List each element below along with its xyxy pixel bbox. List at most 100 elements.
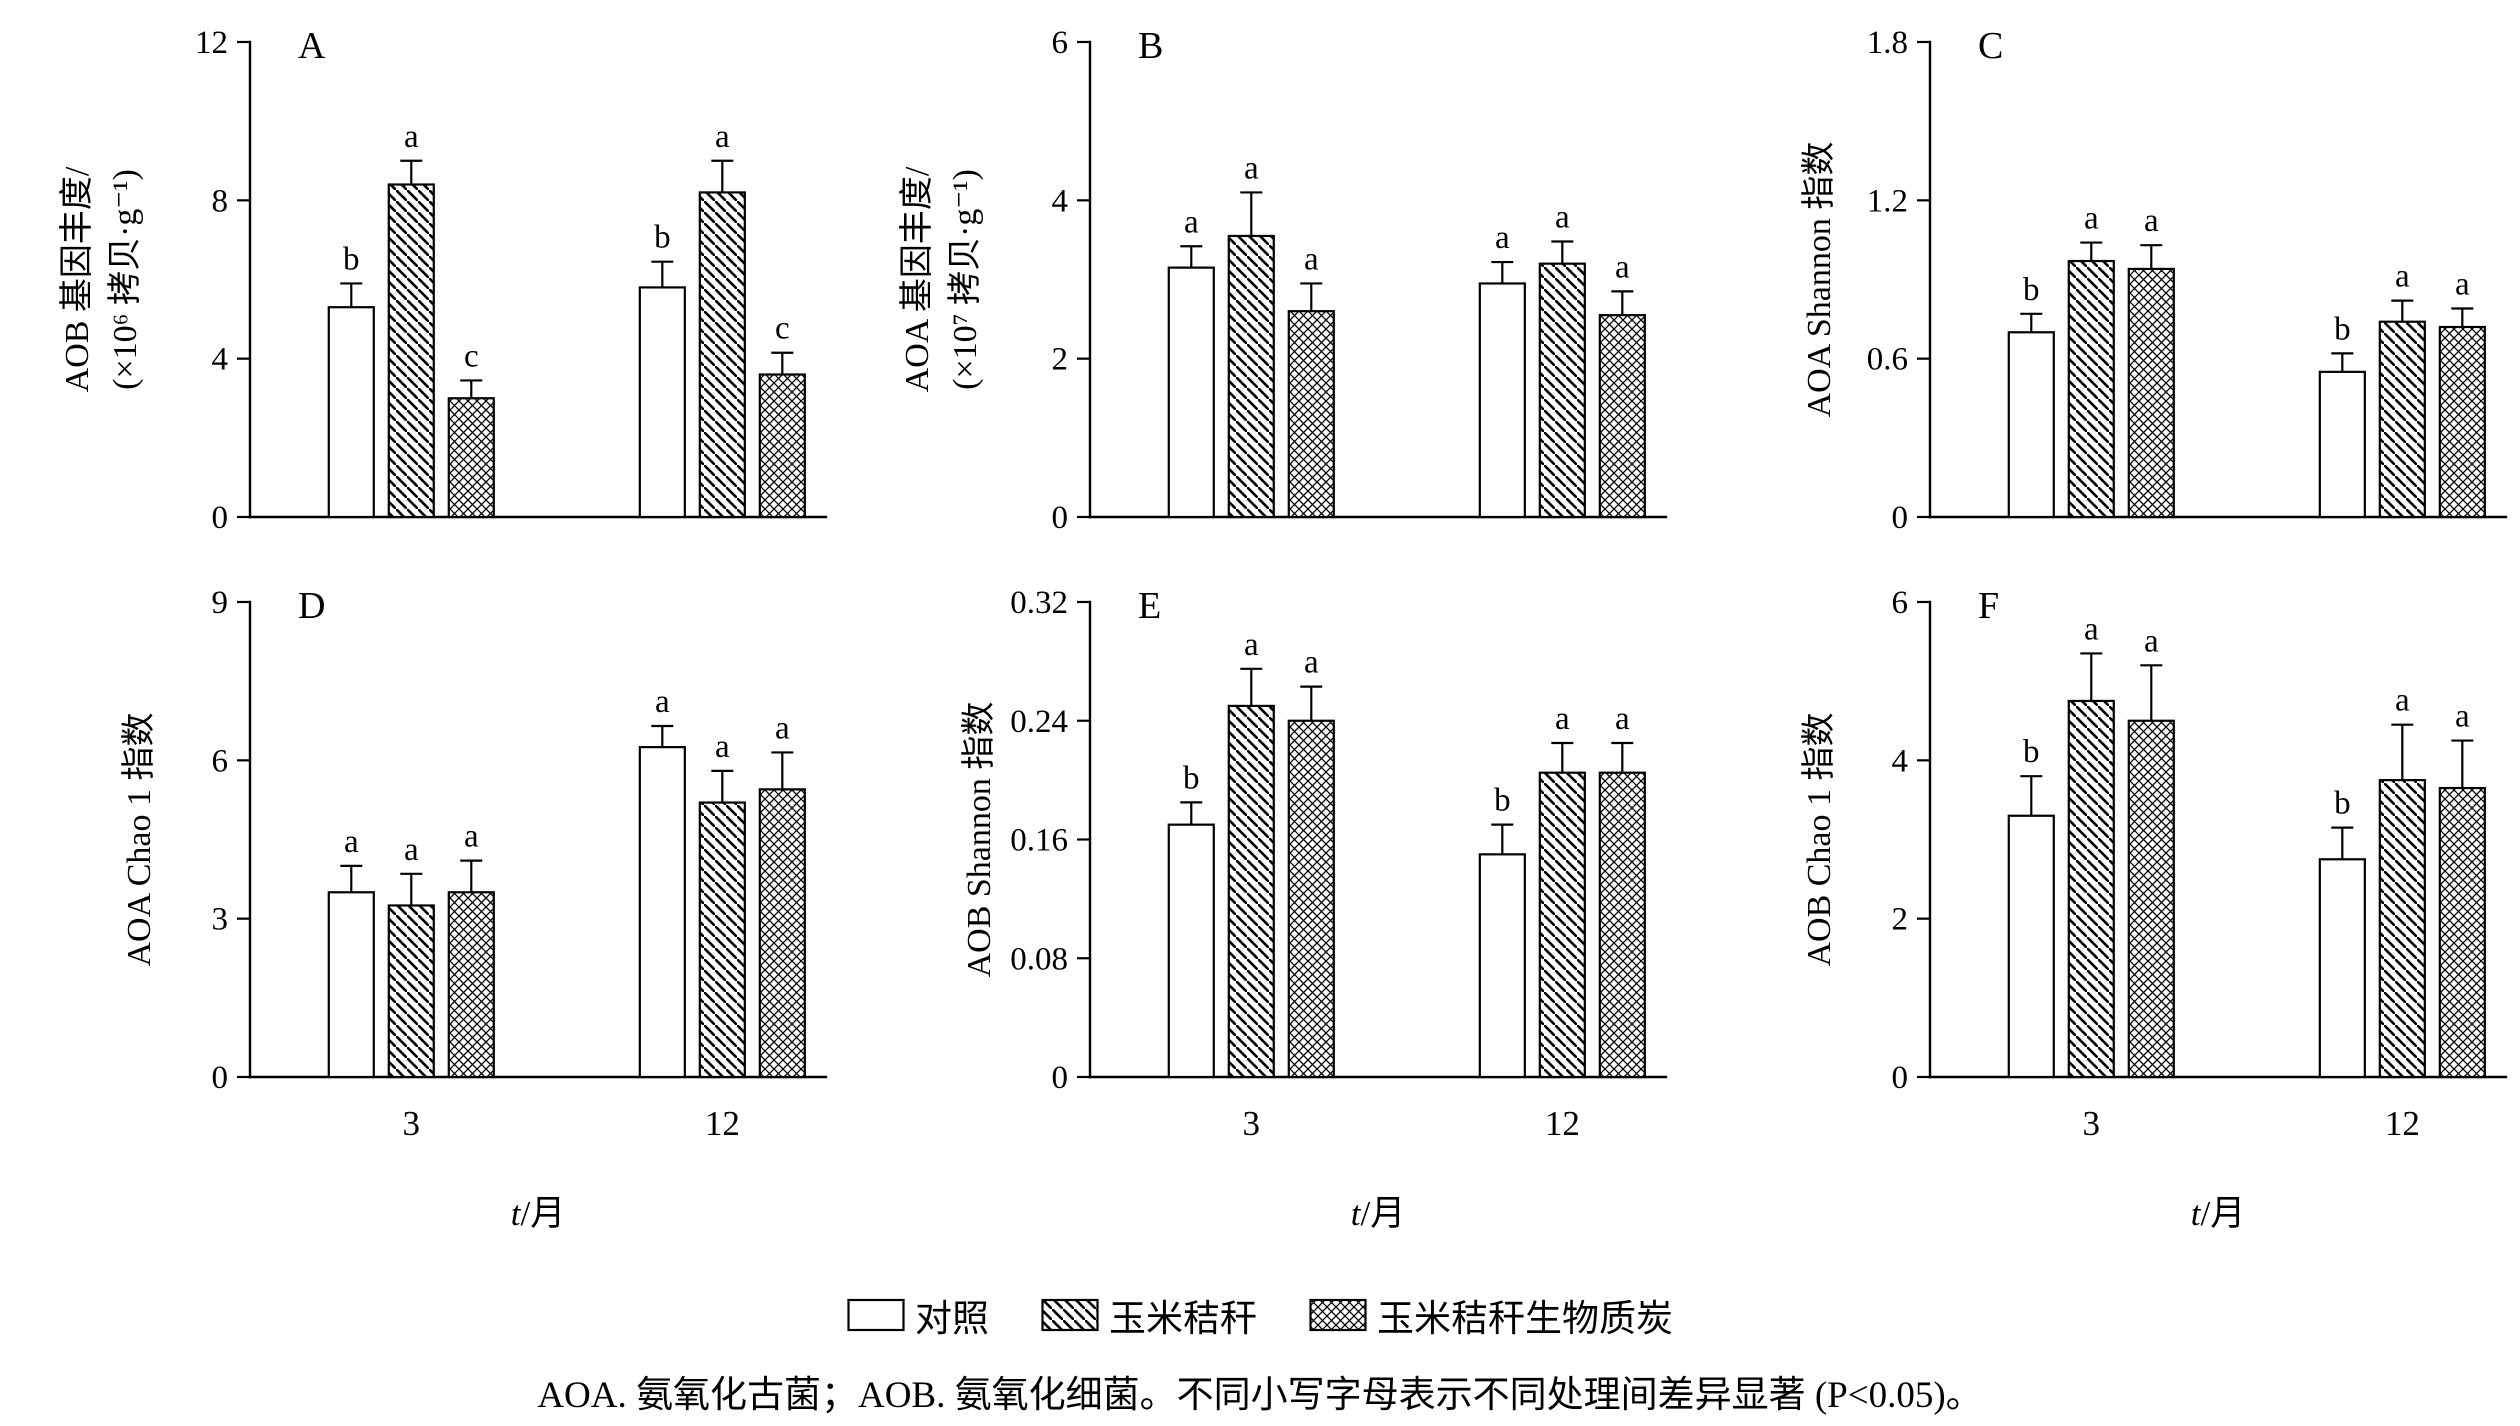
y-tick-label: 0 [1052, 500, 1069, 536]
chart-panel-C: 0 0.6 1.2 1.8 AOA Shannon 指数 Cb a a b a a [1800, 25, 2508, 536]
bar-series-1 [387, 183, 435, 519]
y-tick-label: 9 [212, 585, 229, 621]
sig-letter: b [2334, 786, 2351, 822]
y-axis-title: AOB Shannon 指数 [960, 702, 998, 978]
sig-letter: a [655, 684, 670, 720]
legend-item-control: 对照 [847, 1288, 989, 1342]
chart-panel-A: 0 4 8 12 AOB 基因丰度/ (×10⁶ 拷贝·g⁻¹) Ab a c b a c [58, 25, 828, 536]
y-axis-title: (×10⁶ 拷贝·g⁻¹) [106, 169, 144, 390]
bar-series-0 [1167, 823, 1215, 1079]
bar-series-2 [2127, 719, 2175, 1079]
bar-series-0 [1478, 853, 1526, 1079]
bar-series-0 [638, 286, 686, 519]
bar-series-2 [2438, 325, 2486, 519]
y-tick-label: 4 [1052, 183, 1069, 219]
bar-series-2 [2127, 267, 2175, 519]
legend-label-control: 对照 [915, 1299, 989, 1340]
bar-series-1 [1227, 704, 1275, 1079]
legend-label-biochar: 玉米秸秆生物质炭 [1377, 1299, 1673, 1340]
chart-panel-F: 0 2 4 6 AOB Chao 1 指数 Fb a a 3 b a a 12 t/月 [1800, 585, 2508, 1233]
sig-letter: a [2144, 203, 2159, 239]
y-axis-title: AOA Chao 1 指数 [120, 712, 158, 966]
sig-letter: c [464, 338, 479, 374]
bar-series-2 [1287, 719, 1335, 1079]
sig-letter: a [1555, 701, 1570, 737]
bar-series-0 [2007, 331, 2055, 519]
sig-letter: a [1184, 204, 1199, 240]
chart-panel-D: 0 3 6 9 AOA Chao 1 指数 Da a a 3 a a a 12 t/月 [120, 585, 828, 1233]
sig-letter: a [1244, 150, 1259, 186]
y-tick-label: 0.16 [1010, 823, 1068, 859]
y-tick-label: 0.08 [1010, 941, 1068, 977]
y-tick-label: 0.6 [1867, 342, 1908, 378]
sig-letter: a [2084, 201, 2099, 237]
x-tick-label: 3 [1243, 1104, 1261, 1143]
x-tick-label: 12 [705, 1104, 740, 1143]
sig-letter: a [1244, 627, 1259, 663]
y-axis-title: AOA Shannon 指数 [1800, 142, 1838, 418]
bar-series-1 [2067, 699, 2115, 1079]
bar-series-2 [758, 373, 806, 519]
y-axis-title: AOA 基因丰度/ [898, 166, 936, 392]
bar-series-2 [758, 788, 806, 1079]
bar-series-2 [1287, 310, 1335, 519]
sig-letter: b [2023, 272, 2040, 308]
bar-series-2 [1598, 771, 1646, 1079]
y-tick-label: 0 [212, 500, 229, 536]
bar-series-1 [2378, 779, 2426, 1079]
x-tick-label: 3 [403, 1104, 421, 1143]
y-tick-label: 3 [212, 902, 229, 938]
legend-item-straw: 玉米秸秆 [1041, 1288, 1257, 1342]
sig-letter: a [2084, 611, 2099, 647]
sig-letter: a [2455, 699, 2470, 735]
panel-letter: F [1978, 585, 1999, 627]
bar-series-1 [698, 191, 746, 519]
bar-series-1 [387, 904, 435, 1079]
bar-series-1 [1227, 234, 1275, 519]
legend-swatch-cross-icon [1309, 1298, 1367, 1332]
chart-panel-B: 0 2 4 6 AOA 基因丰度/ (×10⁷ 拷贝·g⁻¹) Ba a a a a a [898, 25, 1668, 536]
sig-letter: b [343, 241, 360, 277]
bar-series-0 [1167, 266, 1215, 519]
sig-letter: a [715, 729, 730, 765]
y-axis-title: (×10⁷ 拷贝·g⁻¹) [946, 169, 984, 390]
sig-letter: b [2334, 311, 2351, 347]
panel-letter: D [298, 585, 325, 627]
y-tick-label: 6 [1052, 25, 1069, 61]
legend: 对照 玉米秸秆 玉米秸秆生物质炭 [0, 1288, 2520, 1342]
sig-letter: b [2023, 734, 2040, 770]
x-tick-label: 3 [2083, 1104, 2101, 1143]
sig-letter: a [1495, 220, 1510, 256]
bar-series-0 [327, 891, 375, 1079]
y-tick-label: 1.8 [1867, 25, 1908, 61]
y-tick-label: 0.32 [1010, 585, 1068, 621]
sig-letter: a [404, 119, 419, 155]
bar-series-2 [1598, 314, 1646, 519]
y-tick-label: 0 [1892, 1060, 1909, 1096]
sig-letter: a [344, 824, 359, 860]
legend-label-straw: 玉米秸秆 [1109, 1299, 1257, 1340]
bar-series-1 [1538, 771, 1586, 1079]
sig-letter: a [1615, 701, 1630, 737]
y-tick-label: 0 [1052, 1060, 1069, 1096]
y-tick-label: 4 [212, 342, 229, 378]
sig-letter: c [775, 311, 790, 347]
bar-series-2 [447, 891, 495, 1079]
bar-series-0 [638, 746, 686, 1079]
sig-letter: a [2395, 259, 2410, 295]
legend-swatch-hatch-icon [1041, 1298, 1099, 1332]
y-tick-label: 0 [212, 1060, 229, 1096]
y-axis-title: AOB Chao 1 指数 [1800, 712, 1838, 966]
sig-letter: a [1615, 249, 1630, 285]
y-axis-title: AOB 基因丰度/ [58, 166, 96, 392]
bar-series-0 [1478, 282, 1526, 519]
panel-letter: B [1138, 25, 1163, 67]
sig-letter: a [2144, 623, 2159, 659]
bar-series-1 [2378, 320, 2426, 519]
y-tick-label: 6 [1892, 585, 1909, 621]
sig-letter: a [2395, 683, 2410, 719]
